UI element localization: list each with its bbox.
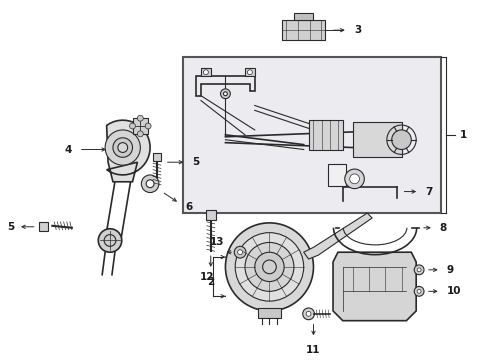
Circle shape bbox=[129, 123, 135, 129]
Text: 3: 3 bbox=[355, 25, 362, 35]
Circle shape bbox=[98, 229, 122, 252]
Circle shape bbox=[245, 242, 294, 291]
Circle shape bbox=[345, 169, 365, 189]
Text: 8: 8 bbox=[440, 223, 447, 233]
Bar bbox=[309, 120, 343, 149]
Circle shape bbox=[306, 311, 311, 316]
Circle shape bbox=[235, 233, 304, 301]
Text: 6: 6 bbox=[185, 202, 193, 212]
Bar bbox=[206, 210, 216, 220]
Circle shape bbox=[247, 70, 252, 75]
Circle shape bbox=[141, 175, 159, 193]
Bar bbox=[353, 122, 401, 157]
Bar bbox=[328, 164, 346, 186]
Circle shape bbox=[392, 130, 411, 149]
Circle shape bbox=[145, 123, 151, 129]
Polygon shape bbox=[107, 120, 150, 182]
Text: 11: 11 bbox=[306, 345, 321, 355]
Bar bbox=[132, 118, 148, 134]
Text: 12: 12 bbox=[199, 272, 214, 282]
Ellipse shape bbox=[105, 130, 140, 165]
Bar bbox=[153, 153, 161, 161]
Circle shape bbox=[234, 246, 246, 258]
Text: 4: 4 bbox=[65, 144, 72, 154]
Bar bbox=[201, 68, 211, 76]
Bar bbox=[282, 21, 325, 40]
Circle shape bbox=[137, 115, 143, 121]
Circle shape bbox=[225, 223, 314, 311]
Circle shape bbox=[255, 252, 284, 282]
Bar bbox=[245, 68, 255, 76]
Circle shape bbox=[417, 289, 421, 293]
Circle shape bbox=[238, 250, 243, 255]
Circle shape bbox=[414, 265, 424, 275]
Text: 7: 7 bbox=[425, 186, 432, 197]
Bar bbox=[258, 308, 281, 318]
Text: 2: 2 bbox=[207, 277, 215, 287]
Bar bbox=[39, 222, 49, 231]
Ellipse shape bbox=[113, 138, 132, 157]
Circle shape bbox=[263, 260, 276, 274]
Text: 9: 9 bbox=[446, 265, 454, 275]
Text: 5: 5 bbox=[192, 157, 199, 167]
Ellipse shape bbox=[118, 143, 127, 152]
Circle shape bbox=[146, 180, 154, 188]
Polygon shape bbox=[333, 252, 416, 321]
Circle shape bbox=[104, 235, 116, 246]
Circle shape bbox=[414, 287, 424, 296]
Circle shape bbox=[350, 174, 360, 184]
Circle shape bbox=[220, 89, 230, 99]
Text: 13: 13 bbox=[209, 238, 224, 247]
Bar bbox=[294, 13, 314, 21]
Circle shape bbox=[303, 308, 315, 320]
Circle shape bbox=[417, 268, 421, 272]
Text: 5: 5 bbox=[7, 222, 15, 232]
Circle shape bbox=[223, 92, 227, 96]
Text: 10: 10 bbox=[446, 286, 461, 296]
Text: 1: 1 bbox=[460, 130, 467, 140]
Circle shape bbox=[137, 131, 143, 137]
Polygon shape bbox=[304, 213, 372, 259]
Bar bbox=[183, 57, 441, 213]
Circle shape bbox=[203, 70, 208, 75]
